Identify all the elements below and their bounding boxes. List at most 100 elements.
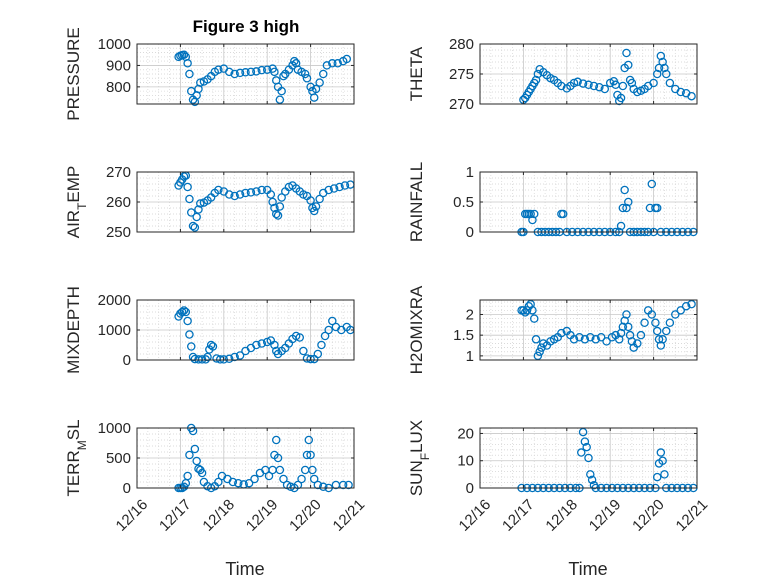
series-markers (174, 171, 355, 232)
data-point (591, 335, 600, 344)
data-point (201, 355, 210, 364)
data-point (528, 306, 537, 315)
y-tick-label: 1000 (98, 36, 131, 53)
major-grid (479, 300, 698, 360)
data-point (290, 56, 299, 66)
data-point (569, 335, 579, 344)
x-tick-label: 12/20 (629, 496, 668, 535)
series-markers (174, 306, 355, 364)
data-point (582, 442, 591, 452)
data-point (268, 197, 277, 207)
data-point (652, 203, 662, 213)
data-point (687, 91, 696, 101)
y-axis-label: PRESSURE (64, 27, 83, 121)
data-point (557, 81, 566, 91)
data-point (338, 480, 348, 490)
data-point (530, 314, 539, 323)
data-point (308, 465, 317, 475)
data-point (537, 343, 546, 352)
data-point (681, 301, 691, 311)
data-point (257, 185, 267, 195)
data-point (622, 310, 631, 319)
data-point (624, 197, 633, 207)
y-axis-label: SUNFLUX (407, 420, 432, 496)
data-point (235, 68, 245, 78)
data-point (618, 203, 628, 213)
y-tick-label: 1 (466, 164, 474, 181)
data-point (186, 208, 196, 217)
data-point (587, 475, 597, 485)
series-markers (517, 299, 696, 361)
x-tick-label: 12/17 (499, 496, 538, 535)
data-point (264, 471, 274, 481)
data-point (658, 335, 667, 344)
x-tick-label: 12/21 (673, 496, 712, 535)
subplot-air_temp: 250 260 270 AIRTEMP (64, 164, 355, 241)
data-point (197, 468, 207, 478)
data-point (328, 316, 337, 326)
data-point (531, 335, 541, 344)
data-point (266, 190, 276, 199)
y-axis-label: RAINFALL (407, 162, 426, 242)
y-axis-label: MIXDEPTH (64, 286, 83, 374)
data-point (230, 69, 239, 79)
x-axis-label-right: Time (568, 559, 607, 579)
data-point (192, 212, 201, 222)
data-point (302, 74, 312, 83)
data-point (618, 81, 628, 91)
data-point (647, 179, 657, 189)
y-tick-label: 0 (123, 480, 131, 497)
data-point (300, 69, 310, 79)
y-axis-label: THETA (407, 46, 426, 101)
data-point (183, 471, 192, 481)
x-tick-label: 12/18 (542, 496, 581, 535)
data-point (580, 437, 590, 446)
data-point (596, 332, 606, 342)
x-tick-label: 12/19 (243, 496, 282, 535)
data-point (309, 93, 319, 102)
y-tick-label: 270 (449, 96, 474, 113)
data-point (580, 335, 590, 344)
data-point (192, 456, 201, 466)
data-point (185, 450, 194, 460)
data-point (662, 69, 671, 79)
data-point (578, 79, 588, 88)
data-point (342, 54, 352, 64)
data-point (315, 194, 324, 204)
data-point (234, 478, 243, 488)
y-tick-label: 2000 (98, 292, 131, 309)
data-point (558, 209, 568, 219)
data-point (531, 75, 541, 85)
data-point (230, 191, 239, 201)
data-point (219, 355, 229, 364)
data-point (194, 205, 203, 214)
data-point (557, 328, 566, 338)
data-point (600, 84, 610, 94)
data-point (273, 211, 283, 220)
data-point (185, 194, 194, 204)
subplot-pressure: 800 900 1000 PRESSURE (64, 27, 355, 121)
data-point (183, 182, 192, 192)
data-point (577, 448, 586, 457)
y-tick-label: 1.5 (453, 327, 474, 344)
data-point (622, 48, 631, 58)
data-point (340, 181, 350, 190)
data-point (658, 57, 667, 67)
data-point (224, 190, 234, 199)
data-point (257, 65, 267, 75)
y-axis-label: H2OMIXRA (407, 285, 426, 374)
data-point (595, 82, 604, 92)
data-point (344, 480, 353, 490)
data-point (584, 453, 593, 463)
data-point (586, 470, 595, 479)
data-point (652, 326, 662, 336)
data-point (190, 444, 200, 454)
data-point (188, 426, 198, 436)
x-tick-label: 12/16 (113, 496, 152, 535)
data-point (252, 187, 261, 196)
data-point (181, 307, 191, 317)
data-point (185, 330, 194, 339)
data-point (658, 456, 667, 465)
data-point (306, 82, 315, 92)
data-point (306, 450, 315, 460)
